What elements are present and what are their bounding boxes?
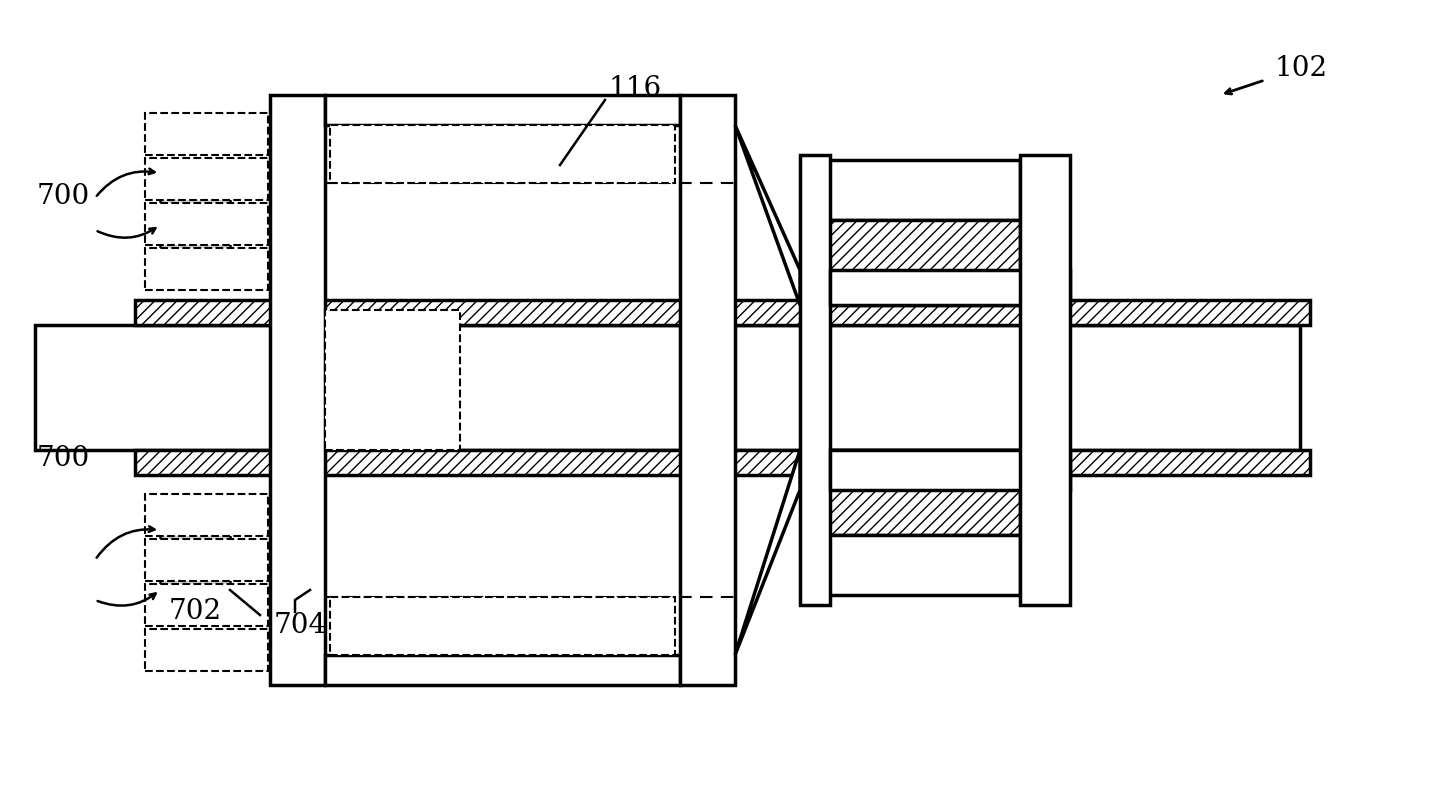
- Bar: [135, 300, 1309, 325]
- Bar: [145, 629, 268, 671]
- Text: 700: 700: [37, 183, 91, 209]
- Text: 702: 702: [168, 598, 222, 625]
- Bar: [160, 165, 230, 208]
- Bar: [35, 325, 1299, 450]
- Bar: [325, 310, 460, 450]
- Bar: [325, 655, 681, 685]
- Bar: [820, 160, 1020, 220]
- Bar: [830, 450, 1071, 490]
- Bar: [330, 125, 675, 183]
- Bar: [681, 95, 735, 685]
- Text: 102: 102: [1275, 54, 1328, 82]
- Bar: [145, 494, 268, 536]
- Bar: [160, 523, 230, 566]
- Bar: [145, 539, 268, 581]
- Text: 700: 700: [37, 445, 91, 471]
- Bar: [820, 220, 1020, 305]
- Bar: [135, 450, 1309, 475]
- Text: 116: 116: [609, 75, 662, 102]
- Bar: [830, 270, 1071, 305]
- Polygon shape: [735, 125, 800, 305]
- Polygon shape: [735, 450, 800, 655]
- Bar: [145, 113, 268, 155]
- Bar: [330, 597, 675, 655]
- Bar: [271, 95, 325, 685]
- Bar: [160, 218, 230, 261]
- Bar: [325, 95, 681, 125]
- Bar: [820, 535, 1020, 595]
- Bar: [820, 450, 1020, 535]
- Text: 704: 704: [273, 612, 327, 639]
- Bar: [145, 203, 268, 245]
- Bar: [145, 584, 268, 626]
- Bar: [1020, 155, 1071, 605]
- Bar: [145, 158, 268, 200]
- Bar: [145, 248, 268, 290]
- Bar: [800, 155, 830, 605]
- Bar: [160, 576, 230, 619]
